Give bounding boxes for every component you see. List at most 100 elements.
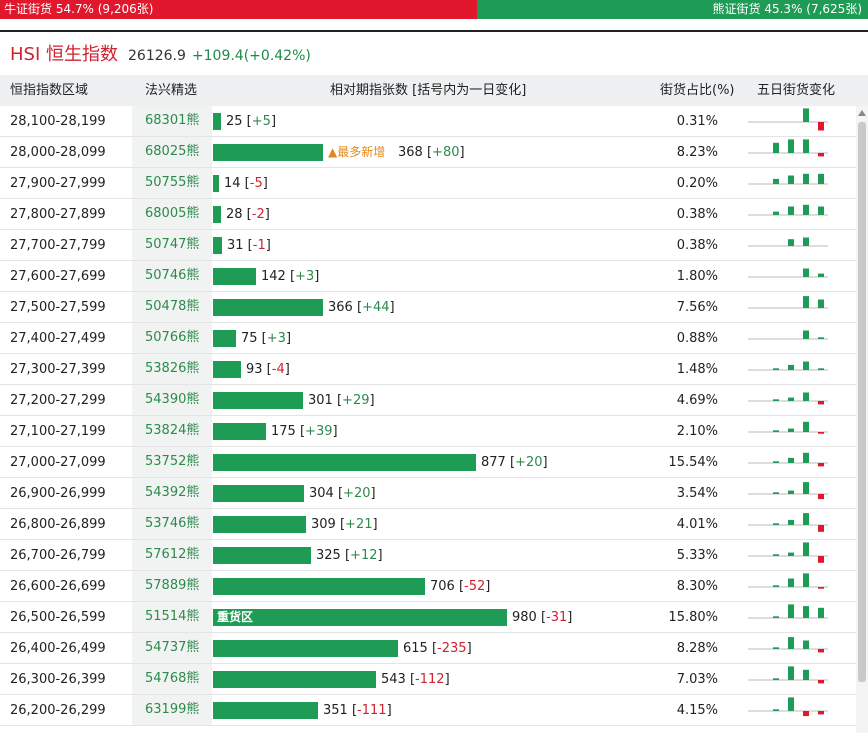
contract-count: 75 [+3] bbox=[241, 331, 292, 346]
table-row: 26,900-26,999 54392熊 304 [+20] 3.54% bbox=[0, 478, 868, 509]
five-day-change-chart bbox=[748, 542, 828, 563]
outstanding-share: 5.33% bbox=[676, 548, 718, 563]
contract-count-bar bbox=[213, 671, 376, 688]
index-name[interactable]: HSI 恒生指数 bbox=[10, 44, 118, 65]
sparkline-bar bbox=[803, 268, 809, 277]
sparkline-bar bbox=[803, 542, 809, 556]
one-day-change: -235 bbox=[437, 641, 467, 656]
sparkline-bar bbox=[803, 482, 809, 494]
count-value: 877 bbox=[481, 455, 506, 470]
warrant-code-link[interactable]: 51514熊 bbox=[145, 609, 200, 624]
warrant-code-link[interactable]: 54390熊 bbox=[145, 392, 200, 407]
contract-count-bar bbox=[213, 392, 303, 409]
outstanding-share: 0.31% bbox=[676, 114, 718, 129]
table-row: 27,400-27,499 50766熊 75 [+3] 0.88% bbox=[0, 323, 868, 354]
contract-count-bar bbox=[213, 640, 398, 657]
index-range: 27,700-27,799 bbox=[10, 238, 106, 253]
index-range: 26,200-26,299 bbox=[10, 703, 106, 718]
outstanding-share: 4.01% bbox=[676, 517, 718, 532]
five-day-change-chart bbox=[748, 139, 828, 157]
contract-count: 543 [-112] bbox=[381, 672, 450, 687]
one-day-change: -4 bbox=[271, 362, 285, 377]
table-row: 27,500-27,599 50478熊 366 [+44] 7.56% bbox=[0, 292, 868, 323]
contract-count: 14 [-5] bbox=[224, 176, 268, 191]
contract-count: 301 [+29] bbox=[308, 393, 375, 408]
warrant-code-link[interactable]: 54768熊 bbox=[145, 671, 200, 686]
warrant-code-link[interactable]: 53746熊 bbox=[145, 516, 200, 531]
warrant-code-link[interactable]: 50746熊 bbox=[145, 268, 200, 283]
sparkline-bar bbox=[818, 649, 824, 653]
index-range: 27,900-27,999 bbox=[10, 176, 106, 191]
warrant-code-link[interactable]: 54737熊 bbox=[145, 640, 200, 655]
warrant-code-cell: 54768熊 bbox=[132, 664, 212, 694]
contract-count: 175 [+39] bbox=[271, 424, 338, 439]
outstanding-share: 15.54% bbox=[668, 455, 718, 470]
sparkline-bar bbox=[773, 585, 779, 587]
contract-count-bar bbox=[213, 485, 304, 502]
count-value: 28 bbox=[226, 207, 243, 222]
warrant-code-cell: 68301熊 bbox=[132, 106, 212, 136]
five-day-change-chart bbox=[748, 482, 828, 500]
warrant-code-link[interactable]: 50747熊 bbox=[145, 237, 200, 252]
one-day-change: +3 bbox=[266, 331, 286, 346]
warrant-code-link[interactable]: 53752熊 bbox=[145, 454, 200, 469]
count-value: 366 bbox=[328, 300, 353, 315]
contract-count-bar bbox=[213, 299, 323, 316]
sparkline-bar bbox=[803, 237, 809, 246]
outstanding-share: 0.38% bbox=[676, 207, 718, 222]
header-divider bbox=[0, 30, 868, 32]
warrant-code-link[interactable]: 57889熊 bbox=[145, 578, 200, 593]
warrant-code-link[interactable]: 50766熊 bbox=[145, 330, 200, 345]
count-value: 142 bbox=[261, 269, 286, 284]
warrant-code-cell: 50766熊 bbox=[132, 323, 212, 353]
warrant-code-link[interactable]: 68301熊 bbox=[145, 113, 200, 128]
sparkline-bar bbox=[788, 578, 794, 587]
outstanding-share: 3.54% bbox=[676, 486, 718, 501]
scroll-up-icon[interactable] bbox=[858, 110, 866, 116]
sparkline-bar bbox=[788, 239, 794, 246]
warrant-code-link[interactable]: 68005熊 bbox=[145, 206, 200, 221]
contract-count: 93 [-4] bbox=[246, 362, 290, 377]
table-row: 27,000-27,099 53752熊 877 [+20] 15.54% bbox=[0, 447, 868, 478]
count-value: 31 bbox=[227, 238, 244, 253]
warrant-code-link[interactable]: 50478熊 bbox=[145, 299, 200, 314]
warrant-code-cell: 68005熊 bbox=[132, 199, 212, 229]
sparkline-bar bbox=[803, 573, 809, 587]
warrant-code-cell: 68025熊 bbox=[132, 137, 212, 167]
one-day-change: +80 bbox=[432, 145, 460, 160]
warrant-table: 28,100-28,199 68301熊 25 [+5] 0.31% 28,000-28… bbox=[0, 106, 868, 726]
sparkline-bar bbox=[788, 637, 794, 649]
scroll-thumb[interactable] bbox=[858, 122, 866, 682]
index-change: +109.4(+0.42%) bbox=[191, 48, 311, 64]
warrant-code-link[interactable]: 50755熊 bbox=[145, 175, 200, 190]
outstanding-share: 0.88% bbox=[676, 331, 718, 346]
sparkline-bar bbox=[773, 430, 779, 432]
sparkline-bar bbox=[818, 153, 824, 157]
sparkline-bar bbox=[818, 122, 824, 131]
contract-count: 877 [+20] bbox=[481, 455, 548, 470]
heavy-zone-label: 重货区 bbox=[217, 610, 254, 624]
sparkline-bar bbox=[773, 368, 779, 370]
five-day-change-chart bbox=[748, 108, 828, 131]
contract-count: 980 [-31] bbox=[512, 610, 573, 625]
warrant-code-link[interactable]: 57612熊 bbox=[145, 547, 200, 562]
outstanding-share: 1.48% bbox=[676, 362, 718, 377]
table-scrollbar[interactable] bbox=[856, 106, 868, 733]
warrant-code-link[interactable]: 63199熊 bbox=[145, 702, 200, 717]
sparkline-bar bbox=[788, 457, 794, 463]
warrant-code-cell: 53824熊 bbox=[132, 416, 212, 446]
index-range: 26,300-26,399 bbox=[10, 672, 106, 687]
sparkline-bar bbox=[773, 178, 779, 184]
warrant-code-link[interactable]: 53826熊 bbox=[145, 361, 200, 376]
warrant-code-link[interactable]: 53824熊 bbox=[145, 423, 200, 438]
sparkline-bar bbox=[818, 463, 824, 467]
one-day-change: +20 bbox=[343, 486, 371, 501]
contract-count-bar bbox=[213, 237, 222, 254]
warrant-code-link[interactable]: 54392熊 bbox=[145, 485, 200, 500]
five-day-change-chart bbox=[748, 237, 828, 247]
warrant-code-link[interactable]: 68025熊 bbox=[145, 144, 200, 159]
sparkline-bar bbox=[818, 680, 824, 684]
table-row: 26,800-26,899 53746熊 309 [+21] 4.01% bbox=[0, 509, 868, 540]
count-value: 304 bbox=[309, 486, 334, 501]
sparkline-bar bbox=[773, 211, 779, 215]
